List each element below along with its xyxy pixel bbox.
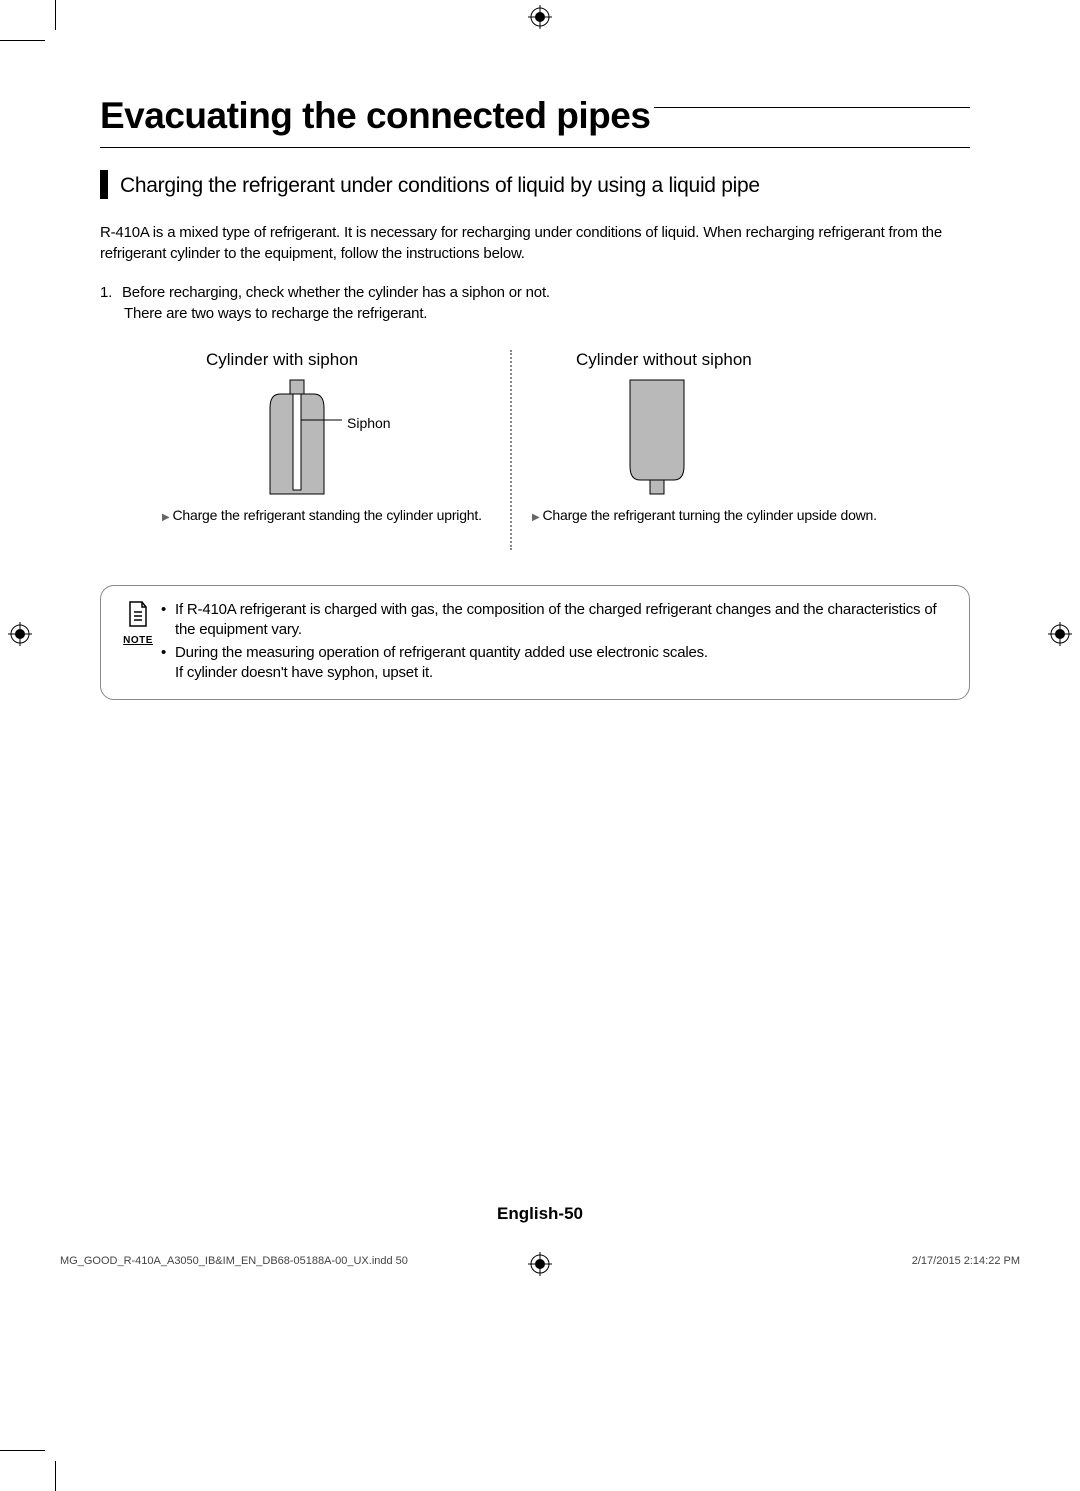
page-title: Evacuating the connected pipes bbox=[100, 95, 970, 148]
diagram-title: Cylinder without siphon bbox=[530, 350, 930, 370]
crop-mark bbox=[0, 40, 45, 41]
timestamp-label: 2/17/2015 2:14:22 PM bbox=[912, 1255, 1020, 1267]
diagram-instruction: ▶Charge the refrigerant turning the cyli… bbox=[530, 506, 930, 525]
note-label: NOTE bbox=[115, 635, 161, 646]
instruction-text: Charge the refrigerant standing the cyli… bbox=[173, 507, 482, 523]
crop-mark bbox=[55, 1461, 56, 1491]
diagram-instruction: ▶Charge the refrigerant standing the cyl… bbox=[160, 506, 560, 525]
bullet-icon: • bbox=[161, 643, 175, 684]
instruction-text: Charge the refrigerant turning the cylin… bbox=[543, 507, 877, 523]
source-file-label: MG_GOOD_R-410A_A3050_IB&IM_EN_DB68-05188… bbox=[60, 1255, 408, 1267]
section-heading: Charging the refrigerant under condition… bbox=[100, 170, 970, 199]
step-text: Before recharging, check whether the cyl… bbox=[122, 284, 550, 301]
bullet-icon: • bbox=[161, 600, 175, 641]
note-bullet: During the measuring operation of refrig… bbox=[175, 643, 708, 684]
numbered-step: 1.Before recharging, check whether the c… bbox=[124, 282, 970, 324]
note-box: NOTE •If R-410A refrigerant is charged w… bbox=[100, 585, 970, 700]
diagram-cylinder-with-siphon: Cylinder with siphon Siphon ▶Charge th bbox=[160, 350, 560, 525]
registration-mark-icon bbox=[1048, 622, 1072, 646]
crop-mark bbox=[55, 0, 56, 30]
step-text: There are two ways to recharge the refri… bbox=[124, 303, 970, 324]
note-icon bbox=[126, 600, 150, 628]
registration-mark-icon bbox=[528, 1252, 552, 1276]
note-text: •If R-410A refrigerant is charged with g… bbox=[161, 600, 951, 685]
heading-bar bbox=[100, 170, 108, 199]
page: Evacuating the connected pipes Charging … bbox=[0, 0, 1080, 1491]
page-number: English-50 bbox=[0, 1204, 1080, 1224]
arrow-icon: ▶ bbox=[532, 512, 540, 523]
registration-mark-icon bbox=[528, 5, 552, 29]
diagram-title: Cylinder with siphon bbox=[160, 350, 560, 370]
crop-mark bbox=[0, 1450, 45, 1451]
registration-mark-icon bbox=[8, 622, 32, 646]
note-bullet: If R-410A refrigerant is charged with ga… bbox=[175, 600, 951, 641]
arrow-icon: ▶ bbox=[162, 512, 170, 523]
section-subtitle: Charging the refrigerant under condition… bbox=[120, 170, 760, 199]
content-area: Evacuating the connected pipes Charging … bbox=[100, 95, 970, 565]
intro-paragraph: R-410A is a mixed type of refrigerant. I… bbox=[100, 223, 970, 264]
cylinder-without-siphon-icon bbox=[530, 378, 930, 498]
diagram-row: Cylinder with siphon Siphon ▶Charge th bbox=[100, 350, 970, 565]
diagram-cylinder-without-siphon: Cylinder without siphon ▶Charge the refr… bbox=[530, 350, 930, 525]
step-number: 1. bbox=[100, 282, 122, 303]
siphon-label: Siphon bbox=[347, 415, 391, 431]
note-icon-column: NOTE bbox=[115, 600, 161, 685]
cylinder-with-siphon-icon: Siphon bbox=[160, 378, 560, 498]
